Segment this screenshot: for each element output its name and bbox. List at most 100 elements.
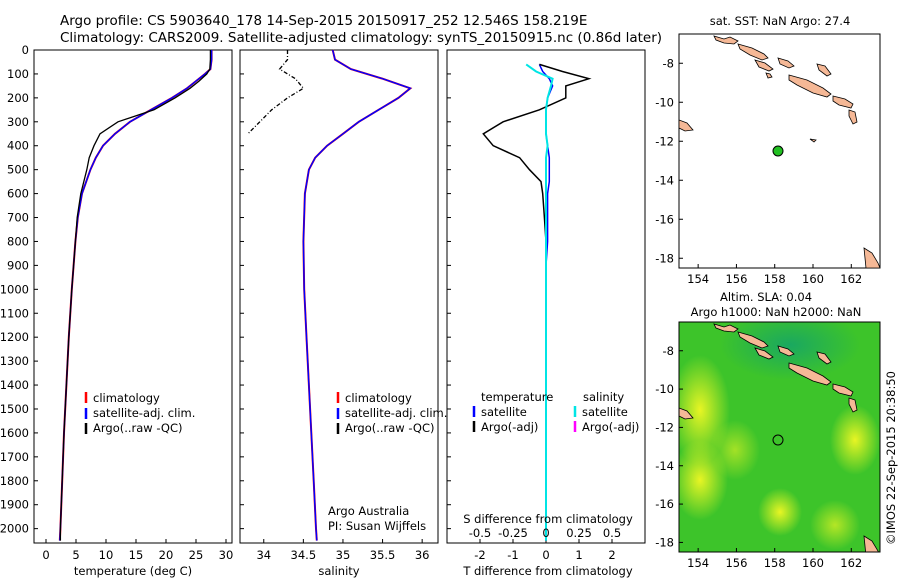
- sst-map-land: [679, 35, 880, 268]
- island-shape: [765, 72, 773, 79]
- x-tick-label: 20: [159, 548, 174, 562]
- lat-tick-label: -16: [655, 212, 674, 226]
- depth-tick-label: 800: [7, 234, 29, 248]
- island-shape: [863, 247, 880, 268]
- x-tick-label: 2: [608, 548, 615, 562]
- top-tick-label: 0: [542, 526, 549, 540]
- lon-tick-label: 162: [840, 272, 862, 286]
- top-tick-label: 0.25: [566, 526, 592, 540]
- island-shape: [809, 138, 817, 143]
- lon-tick-label: 160: [802, 272, 824, 286]
- float-marker: [772, 434, 784, 446]
- lat-tick-label: -10: [655, 382, 674, 396]
- salinity-xlabel: salinity: [318, 564, 359, 578]
- depth-tick-label: 1200: [0, 330, 29, 344]
- x-tick-label: 30: [219, 548, 234, 562]
- depth-tick-label: 600: [7, 187, 29, 201]
- x-tick-label: 36: [415, 548, 430, 562]
- island-shape: [848, 109, 858, 125]
- sla-low-patch: [720, 322, 860, 380]
- island-shape: [863, 535, 879, 552]
- sla-map-ticks: -8 -10 -12 -14 -16 -18 154 156 158 160 162: [655, 344, 862, 570]
- difference-xlabel: T difference from climatology: [462, 564, 633, 578]
- legend-satellite: satellite-adj. clim.: [93, 406, 195, 420]
- x-tick-label: 0: [42, 548, 49, 562]
- lat-tick-label: -16: [655, 497, 674, 511]
- sst-map-ticks: -8 -10 -12 -14 -16 -18 154 156 158 160 162: [655, 56, 862, 286]
- legend-argo: Argo(..raw -QC): [345, 421, 435, 435]
- legend-sal-argo: Argo(-adj): [582, 420, 639, 434]
- depth-tick-label: 2000: [0, 522, 29, 536]
- series-line-temperature-argo-adj-: [482, 63, 592, 541]
- x-tick-label: 34.5: [291, 548, 317, 562]
- depth-tick-label: 300: [7, 115, 29, 129]
- island-shape: [754, 347, 774, 360]
- x-tick-label: 35.5: [370, 548, 396, 562]
- float-marker: [772, 145, 784, 157]
- depth-tick-label: 1700: [0, 450, 29, 464]
- series-line-satellite-adj-clim-: [59, 50, 213, 541]
- sla-map: Altim. SLA: 0.04 Argo h1000: NaN h2000: …: [655, 290, 881, 570]
- difference-legend: temperature satellite Argo(-adj) salinit…: [472, 390, 639, 434]
- depth-tick-label: 900: [7, 258, 29, 272]
- island-shape: [713, 35, 739, 45]
- island-shape: [713, 323, 739, 333]
- depth-tick-label: 100: [7, 67, 29, 81]
- header-line2: Climatology: CARS2009. Satellite-adjuste…: [60, 30, 662, 46]
- sst-map-title: sat. SST: NaN Argo: 27.4: [710, 14, 851, 28]
- depth-tick-label: 500: [7, 163, 29, 177]
- lat-tick-label: -8: [663, 344, 674, 358]
- legend-temperature-title: temperature: [481, 390, 553, 404]
- lat-tick-label: -12: [655, 134, 674, 148]
- depth-tick-label: 1300: [0, 354, 29, 368]
- sla-heatmap: [679, 322, 880, 552]
- pi-note: PI: Susan Wijffels: [328, 519, 426, 533]
- temperature-xlabel: temperature (deg C): [74, 564, 192, 578]
- series-line-climatology: [58, 50, 213, 541]
- lon-tick-label: 156: [725, 272, 747, 286]
- depth-tick-label: 1600: [0, 426, 29, 440]
- difference-panel: -2 -1 0 1 2 -0.5 -0.25 0 0.25 0.5: [469, 63, 621, 562]
- x-tick-label: 10: [99, 548, 114, 562]
- temperature-legend: climatology satellite-adj. clim. Argo(..…: [84, 391, 195, 435]
- legend-temp-argo: Argo(-adj): [481, 420, 538, 434]
- lon-tick-label: 156: [725, 556, 747, 570]
- lon-tick-label: 158: [764, 556, 786, 570]
- island-shape: [737, 331, 769, 349]
- lon-tick-label: 158: [764, 272, 786, 286]
- legend-sal-satellite: satellite: [582, 405, 628, 419]
- x-tick-label: -1: [507, 548, 518, 562]
- salinity-legend: climatology satellite-adj. clim. Argo(..…: [328, 391, 447, 533]
- legend-argo: Argo(..raw -QC): [93, 421, 183, 435]
- sla-high-patch: [830, 405, 880, 475]
- island-shape: [679, 119, 694, 132]
- island-shape: [848, 397, 858, 413]
- legend-climatology: climatology: [93, 391, 160, 405]
- difference-top-label: S difference from climatology: [463, 512, 633, 526]
- sla-map-frame: [678, 321, 881, 553]
- island-shape: [816, 63, 832, 77]
- sla-high-patch: [758, 488, 802, 536]
- top-tick-label: -0.25: [498, 526, 528, 540]
- institution-note: Argo Australia: [328, 504, 409, 518]
- island-shape: [816, 351, 832, 365]
- lat-tick-label: -10: [655, 95, 674, 109]
- island-shape: [679, 407, 694, 420]
- lon-tick-label: 154: [687, 556, 709, 570]
- header-line1: Argo profile: CS 5903640_178 14-Sep-2015…: [60, 13, 587, 29]
- legend-climatology: climatology: [345, 391, 412, 405]
- temperature-panel-frame: [33, 49, 233, 544]
- island-shape: [737, 43, 769, 61]
- x-tick-label: -2: [474, 548, 485, 562]
- lat-tick-label: -8: [663, 56, 674, 70]
- depth-tick-label: 1900: [0, 498, 29, 512]
- lat-tick-label: -18: [655, 251, 674, 265]
- legend-temp-satellite: satellite: [481, 405, 527, 419]
- depth-tick-label: 1400: [0, 378, 29, 392]
- depth-tick-label: 1100: [0, 306, 29, 320]
- x-tick-label: 34: [256, 548, 271, 562]
- island-shape: [754, 59, 774, 72]
- legend-salinity-title: salinity: [583, 390, 624, 404]
- depth-axis: 0 100 200 300 400 500 600 700 800 900 1000 1100 1200…: [0, 43, 451, 536]
